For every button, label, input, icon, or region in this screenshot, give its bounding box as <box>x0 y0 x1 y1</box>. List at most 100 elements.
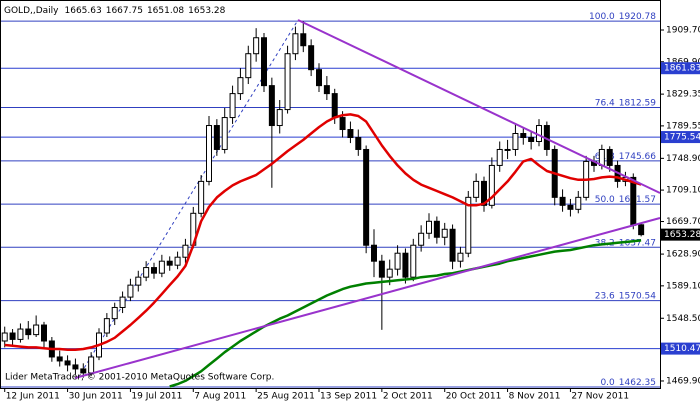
candle-body <box>394 252 401 270</box>
fib-label: 100.0 1920.78 <box>589 12 656 22</box>
x-tick-label: 2 Oct 2011 <box>383 392 433 402</box>
candle-body <box>64 360 71 366</box>
candle-body <box>567 204 574 210</box>
candle-body <box>559 196 566 206</box>
watermark: Lider MetaTrader, © 2001-2010 MetaQuotes… <box>5 373 274 383</box>
candle-body <box>300 33 307 47</box>
y-tick-label: 1829.35 <box>666 90 700 100</box>
plot-frame <box>0 0 661 389</box>
candle-body <box>229 93 236 119</box>
grid-layer <box>0 67 660 350</box>
x-tick-label: 27 Nov 2011 <box>571 392 629 402</box>
candle-body <box>316 69 322 87</box>
close-value: 1653.28 <box>188 6 225 16</box>
fib-price: 1462.35 <box>619 378 656 388</box>
fib-price: 1637.47 <box>619 238 656 248</box>
fib-level: 61.8 <box>595 151 615 161</box>
y-tick-label: 1748.90 <box>666 154 700 164</box>
level-box <box>661 342 700 355</box>
candle-body <box>206 125 212 182</box>
candle-body <box>221 117 228 150</box>
fib-label: 38.2 1637.47 <box>595 238 656 248</box>
candle-body <box>386 268 393 278</box>
y-tick-label: 1789.55 <box>666 121 700 131</box>
x-tick-label: 12 Jun 2011 <box>6 392 60 402</box>
y-tick-label: 1709.10 <box>666 186 700 196</box>
candle-body <box>488 164 495 206</box>
candle-body <box>198 180 205 214</box>
candle-body <box>347 129 354 138</box>
candle-body <box>378 260 385 278</box>
candle-body <box>135 276 142 286</box>
fib-level: 38.2 <box>595 238 615 248</box>
candle-body <box>323 85 330 95</box>
y-tick-label: 1628.90 <box>666 250 700 260</box>
fib-level: 76.4 <box>595 98 615 108</box>
candle-body <box>127 284 134 298</box>
candle-body <box>481 180 487 206</box>
high-value: 1667.75 <box>106 6 143 16</box>
candle-body <box>465 196 472 254</box>
candle-body <box>339 117 346 131</box>
x-tick-label: 19 Jul 2011 <box>131 392 182 402</box>
candle-body <box>111 306 118 320</box>
fib-label: 61.8 1745.66 <box>595 151 657 161</box>
x-tick-label: 25 Aug 2011 <box>257 392 315 402</box>
fib-price: 1920.78 <box>619 12 656 22</box>
candle-body <box>355 136 362 150</box>
price-box <box>661 228 700 241</box>
candle-body <box>151 267 157 274</box>
candle-body <box>72 364 79 370</box>
candle-body <box>630 176 637 226</box>
candle-body <box>182 244 189 258</box>
moving-average <box>4 113 642 352</box>
fib-level: 50.0 <box>595 195 615 205</box>
open-value: 1665.63 <box>65 6 102 16</box>
x-tick-label: 30 Jun 2011 <box>69 392 123 402</box>
fib-price: 1691.57 <box>619 195 656 205</box>
candle-body <box>25 328 32 336</box>
candle-body <box>276 109 283 127</box>
candle-body <box>308 45 315 71</box>
trendline <box>297 19 661 194</box>
candle-body <box>441 228 448 238</box>
candle-body <box>268 85 275 127</box>
candle-body <box>402 252 409 278</box>
level-label: 1861.83 <box>664 64 700 74</box>
fib-label: 76.4 1812.59 <box>595 98 657 108</box>
candle-body <box>504 148 511 151</box>
candle-body <box>331 93 338 119</box>
fib-price: 1812.59 <box>619 98 656 108</box>
fib-level: 100.0 <box>589 12 615 22</box>
candle-body <box>88 356 95 374</box>
low-value: 1651.08 <box>147 6 184 16</box>
fib-level: 0.0 <box>600 378 615 388</box>
candle-body <box>33 324 40 336</box>
candle-body <box>119 296 126 308</box>
candle-body <box>363 148 370 246</box>
candle-body <box>9 332 16 340</box>
candle-body <box>261 37 267 87</box>
y-tick-label: 1589.10 <box>666 281 700 291</box>
candle-body <box>496 148 503 166</box>
chart-header: GOLD,,Daily 1665.63 1667.75 1651.08 1653.28 <box>4 6 226 16</box>
candle-body <box>1 332 8 342</box>
candle-body <box>213 125 220 150</box>
x-tick-label: 7 Aug 2011 <box>194 392 246 402</box>
candle-body <box>56 356 63 362</box>
trendline <box>74 217 661 379</box>
candle-body <box>166 260 173 266</box>
candle-body <box>449 228 456 262</box>
ma-layer <box>4 113 642 388</box>
x-tick-label: 20 Oct 2011 <box>446 392 502 402</box>
candle-body <box>41 324 47 342</box>
level-box <box>661 131 700 144</box>
level-label: 1510.47 <box>664 344 700 354</box>
y-tick-label: 1909.70 <box>666 26 700 36</box>
candle-body <box>143 267 150 278</box>
candle-body <box>174 256 181 266</box>
candle-body <box>103 318 110 334</box>
candle-body <box>528 136 535 142</box>
candle-body <box>158 260 165 274</box>
fib-price: 1570.54 <box>619 291 656 301</box>
